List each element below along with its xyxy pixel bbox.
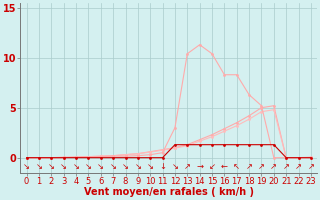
Text: ↘: ↘ bbox=[97, 162, 104, 171]
Text: ↘: ↘ bbox=[60, 162, 67, 171]
Text: ↗: ↗ bbox=[245, 162, 252, 171]
X-axis label: Vent moyen/en rafales ( km/h ): Vent moyen/en rafales ( km/h ) bbox=[84, 187, 254, 197]
Text: ↗: ↗ bbox=[295, 162, 302, 171]
Text: ↗: ↗ bbox=[258, 162, 265, 171]
Text: ↗: ↗ bbox=[270, 162, 277, 171]
Text: ↘: ↘ bbox=[172, 162, 179, 171]
Text: ↘: ↘ bbox=[48, 162, 55, 171]
Text: ↗: ↗ bbox=[283, 162, 290, 171]
Text: ←: ← bbox=[221, 162, 228, 171]
Text: ↘: ↘ bbox=[122, 162, 129, 171]
Text: ↘: ↘ bbox=[147, 162, 154, 171]
Text: ↖: ↖ bbox=[233, 162, 240, 171]
Text: ↘: ↘ bbox=[73, 162, 80, 171]
Text: ↙: ↙ bbox=[209, 162, 215, 171]
Text: ↗: ↗ bbox=[184, 162, 191, 171]
Text: ↘: ↘ bbox=[134, 162, 141, 171]
Text: →: → bbox=[196, 162, 203, 171]
Text: ↗: ↗ bbox=[308, 162, 314, 171]
Text: ↘: ↘ bbox=[23, 162, 30, 171]
Text: ↘: ↘ bbox=[36, 162, 43, 171]
Text: ↓: ↓ bbox=[159, 162, 166, 171]
Text: ↘: ↘ bbox=[110, 162, 117, 171]
Text: ↘: ↘ bbox=[85, 162, 92, 171]
